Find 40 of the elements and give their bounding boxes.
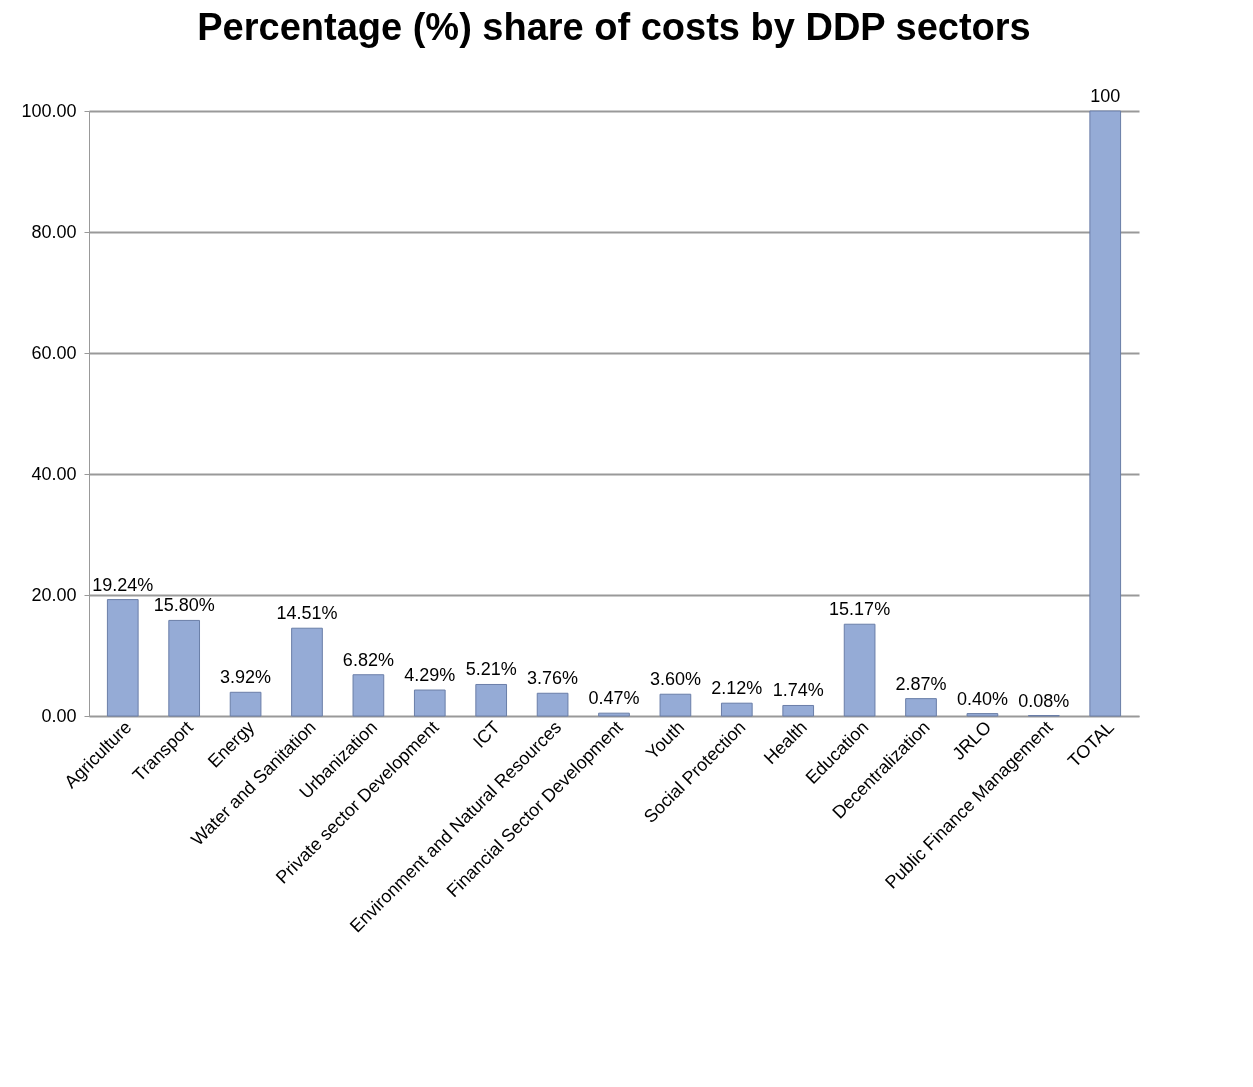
bar: [782, 704, 815, 717]
bar: [843, 623, 876, 717]
data-label: 1.74%: [772, 680, 824, 701]
bar: [536, 692, 569, 717]
bar: [1089, 110, 1122, 717]
y-tick-label: 20.00: [31, 584, 77, 605]
data-label: 3.92%: [220, 667, 272, 688]
data-label: 0.08%: [1018, 690, 1070, 711]
data-label: 4.29%: [404, 665, 456, 686]
y-tick-label: 40.00: [31, 463, 77, 484]
bar: [106, 599, 139, 717]
y-tick-label: 0.00: [41, 705, 77, 726]
data-label: 6.82%: [342, 649, 394, 670]
bar: [598, 712, 630, 717]
bar: [291, 627, 323, 717]
bar: [229, 691, 262, 717]
data-label: 100: [1090, 86, 1121, 106]
data-label: 19.24%: [92, 574, 154, 595]
bar: [720, 702, 753, 717]
y-tick-label: 60.00: [31, 342, 77, 363]
data-label: 15.80%: [153, 595, 215, 616]
bar: [352, 674, 385, 717]
data-label: 0.47%: [588, 688, 640, 709]
bar: [905, 698, 937, 717]
bar: [413, 689, 446, 717]
bar: [966, 713, 999, 717]
data-label: 2.87%: [895, 673, 947, 694]
data-label: 5.21%: [465, 659, 517, 680]
data-label: 3.76%: [527, 668, 579, 689]
chart-title: Percentage (%) share of costs by DDP sectors: [197, 6, 1031, 48]
data-label: 0.40%: [956, 688, 1008, 709]
y-tick-label: 100.00: [21, 100, 77, 121]
y-tick-label: 80.00: [31, 221, 77, 242]
data-label: 3.60%: [649, 669, 701, 690]
bar: [168, 619, 201, 717]
data-label: 15.17%: [829, 599, 891, 620]
bar: [659, 693, 692, 717]
data-label: 2.12%: [711, 678, 763, 699]
bar: [475, 683, 508, 717]
data-label: 14.51%: [276, 603, 338, 624]
